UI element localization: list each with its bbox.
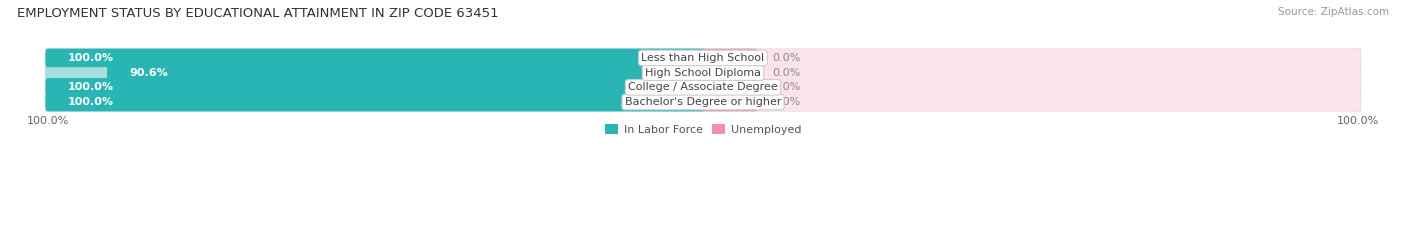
Text: 0.0%: 0.0%	[772, 97, 800, 107]
FancyBboxPatch shape	[700, 63, 758, 82]
FancyBboxPatch shape	[45, 63, 706, 82]
FancyBboxPatch shape	[45, 77, 1361, 98]
Text: High School Diploma: High School Diploma	[645, 68, 761, 78]
Text: Source: ZipAtlas.com: Source: ZipAtlas.com	[1278, 7, 1389, 17]
FancyBboxPatch shape	[45, 93, 706, 111]
FancyBboxPatch shape	[45, 78, 706, 97]
Text: Bachelor's Degree or higher: Bachelor's Degree or higher	[624, 97, 782, 107]
Text: 100.0%: 100.0%	[67, 97, 114, 107]
Text: 100.0%: 100.0%	[67, 82, 114, 92]
Text: 0.0%: 0.0%	[772, 68, 800, 78]
Legend: In Labor Force, Unemployed: In Labor Force, Unemployed	[600, 120, 806, 139]
FancyBboxPatch shape	[45, 78, 706, 97]
FancyBboxPatch shape	[107, 63, 706, 82]
FancyBboxPatch shape	[45, 48, 1361, 68]
Text: 100.0%: 100.0%	[67, 53, 114, 63]
Text: College / Associate Degree: College / Associate Degree	[628, 82, 778, 92]
FancyBboxPatch shape	[700, 93, 758, 111]
FancyBboxPatch shape	[700, 93, 1361, 111]
Text: 90.6%: 90.6%	[129, 68, 167, 78]
FancyBboxPatch shape	[45, 92, 1361, 113]
Text: Less than High School: Less than High School	[641, 53, 765, 63]
FancyBboxPatch shape	[700, 63, 1361, 82]
FancyBboxPatch shape	[45, 93, 706, 111]
FancyBboxPatch shape	[700, 78, 758, 97]
Text: 0.0%: 0.0%	[772, 82, 800, 92]
FancyBboxPatch shape	[700, 49, 1361, 67]
Text: EMPLOYMENT STATUS BY EDUCATIONAL ATTAINMENT IN ZIP CODE 63451: EMPLOYMENT STATUS BY EDUCATIONAL ATTAINM…	[17, 7, 499, 20]
FancyBboxPatch shape	[45, 62, 1361, 83]
FancyBboxPatch shape	[45, 49, 706, 67]
Text: 0.0%: 0.0%	[772, 53, 800, 63]
FancyBboxPatch shape	[45, 49, 706, 67]
FancyBboxPatch shape	[700, 49, 758, 67]
FancyBboxPatch shape	[700, 78, 1361, 97]
